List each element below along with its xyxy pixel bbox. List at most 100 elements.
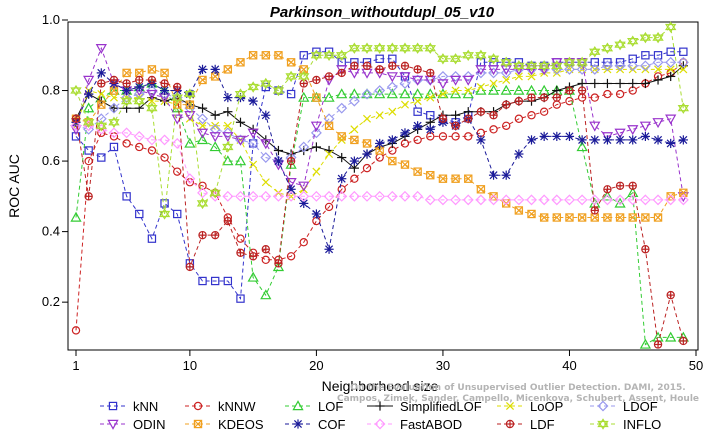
data-point bbox=[488, 67, 499, 79]
data-point bbox=[627, 194, 639, 206]
data-point bbox=[627, 35, 639, 47]
data-point bbox=[108, 401, 118, 411]
data-point bbox=[323, 113, 335, 125]
legend-label: LDF bbox=[530, 417, 555, 432]
data-point bbox=[198, 276, 207, 286]
data-point bbox=[312, 167, 321, 176]
data-point bbox=[438, 132, 448, 141]
data-point bbox=[146, 85, 158, 96]
data-point bbox=[159, 134, 171, 146]
data-point bbox=[336, 102, 348, 114]
watermark-line-1: On the Evaluation of Unsupervised Outlie… bbox=[350, 383, 685, 393]
data-point bbox=[527, 209, 536, 219]
data-point bbox=[628, 78, 638, 89]
data-point bbox=[260, 139, 272, 150]
legend-label: LDOF bbox=[623, 399, 658, 414]
data-point bbox=[527, 111, 536, 120]
data-point bbox=[375, 401, 385, 411]
data-point bbox=[565, 86, 574, 95]
data-point bbox=[589, 63, 601, 75]
data-point bbox=[679, 47, 688, 56]
data-point bbox=[488, 194, 499, 206]
data-point bbox=[147, 234, 157, 243]
data-point bbox=[412, 75, 424, 86]
data-point bbox=[652, 118, 664, 129]
data-point bbox=[666, 71, 676, 82]
data-point bbox=[400, 128, 410, 138]
data-point bbox=[526, 194, 537, 206]
data-point bbox=[602, 78, 613, 89]
data-point bbox=[108, 102, 120, 114]
data-point bbox=[234, 88, 247, 100]
data-point bbox=[552, 131, 562, 141]
data-point bbox=[109, 75, 119, 85]
data-point bbox=[552, 68, 561, 77]
data-point bbox=[325, 149, 334, 159]
data-point bbox=[438, 174, 448, 183]
data-point bbox=[652, 31, 664, 44]
data-point bbox=[386, 88, 398, 99]
watermark-line-2: Campos, Zimek, Sander, Campello, Micenko… bbox=[337, 394, 699, 404]
data-point bbox=[362, 61, 372, 71]
data-point bbox=[350, 174, 359, 183]
legend-item: SimplifiedLOF bbox=[367, 399, 482, 414]
data-point bbox=[487, 65, 500, 76]
data-point bbox=[639, 121, 652, 132]
data-point bbox=[641, 51, 650, 60]
data-point bbox=[640, 78, 650, 89]
data-point bbox=[210, 276, 220, 286]
data-point bbox=[462, 75, 474, 86]
x-tick-label: 40 bbox=[562, 358, 576, 373]
data-point bbox=[274, 188, 283, 197]
data-point bbox=[538, 194, 550, 206]
data-point bbox=[602, 135, 613, 145]
data-point bbox=[223, 276, 233, 286]
plot-frame bbox=[67, 21, 699, 351]
data-point bbox=[121, 92, 133, 104]
data-point bbox=[312, 93, 321, 102]
data-point bbox=[628, 135, 638, 145]
series-line bbox=[75, 61, 684, 331]
data-point bbox=[198, 181, 207, 190]
data-point bbox=[654, 65, 663, 74]
data-point bbox=[641, 65, 650, 74]
data-point bbox=[223, 92, 233, 103]
data-point bbox=[464, 174, 473, 183]
data-point bbox=[565, 213, 574, 222]
data-point bbox=[171, 91, 183, 104]
series-line bbox=[76, 125, 684, 201]
data-point bbox=[109, 103, 119, 113]
data-point bbox=[487, 84, 500, 95]
data-point bbox=[505, 419, 515, 429]
data-point bbox=[160, 68, 169, 78]
data-point bbox=[361, 42, 373, 54]
data-point bbox=[222, 141, 234, 153]
data-point bbox=[95, 44, 107, 55]
data-point bbox=[247, 190, 259, 202]
data-point bbox=[299, 65, 308, 74]
legend-item: LoOP bbox=[497, 399, 563, 414]
data-point bbox=[476, 135, 486, 145]
data-point bbox=[666, 138, 676, 149]
data-point bbox=[576, 63, 588, 75]
data-point bbox=[122, 79, 131, 88]
data-point bbox=[260, 77, 272, 90]
data-point bbox=[615, 89, 625, 99]
data-point bbox=[198, 230, 207, 240]
data-point bbox=[362, 163, 372, 173]
data-point bbox=[147, 75, 157, 85]
data-point bbox=[589, 121, 601, 132]
data-point bbox=[109, 93, 118, 102]
data-point bbox=[665, 114, 677, 125]
data-point bbox=[563, 56, 576, 69]
data-point bbox=[639, 60, 651, 72]
data-point bbox=[462, 70, 474, 82]
data-point bbox=[374, 85, 386, 96]
data-point bbox=[198, 75, 207, 85]
data-point bbox=[273, 156, 284, 166]
data-point bbox=[147, 65, 157, 74]
data-point bbox=[210, 64, 220, 74]
data-point bbox=[500, 194, 512, 206]
data-point bbox=[171, 137, 183, 149]
data-point bbox=[375, 138, 385, 149]
